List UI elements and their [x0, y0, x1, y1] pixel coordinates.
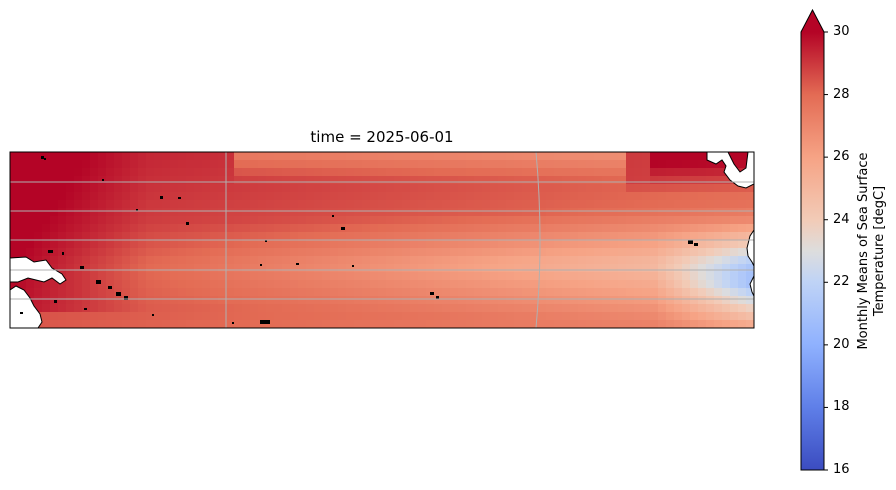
colorbar-gradient: [801, 32, 824, 470]
land-australia: [10, 285, 43, 328]
colorbar-tick-label: 24: [833, 211, 850, 227]
map-frame: [9, 151, 755, 329]
land-mexico: [706, 152, 754, 189]
colorbar-tick-label: 22: [833, 274, 850, 290]
colorbar-tick-label: 28: [833, 86, 850, 102]
gridlines: [10, 152, 754, 328]
colorbar-label-line1: Monthly Means of Sea Surface: [856, 152, 871, 350]
islands: [20, 156, 698, 324]
colorbar-extend-max-triangle: [801, 10, 824, 32]
sst-grid-cells: [10, 152, 754, 328]
colorbar-label-line2: Temperature [degC]: [872, 185, 887, 317]
colorbar-tick-label: 26: [833, 149, 850, 165]
colorbar-ticks: [824, 31, 828, 471]
colorbar-tick-label: 30: [833, 24, 850, 39]
sst-field: [10, 152, 754, 328]
colorbar: [800, 8, 828, 471]
plot-title: time = 2025-06-01: [310, 128, 454, 146]
colorbar-tick-label: 18: [833, 399, 850, 415]
land-south-america: [749, 275, 754, 297]
land-central-america: [746, 229, 754, 267]
colorbar-outline: [800, 8, 825, 471]
colorbar-tick-label: 16: [833, 462, 850, 477]
colorbar-tick-label: 20: [833, 336, 850, 352]
